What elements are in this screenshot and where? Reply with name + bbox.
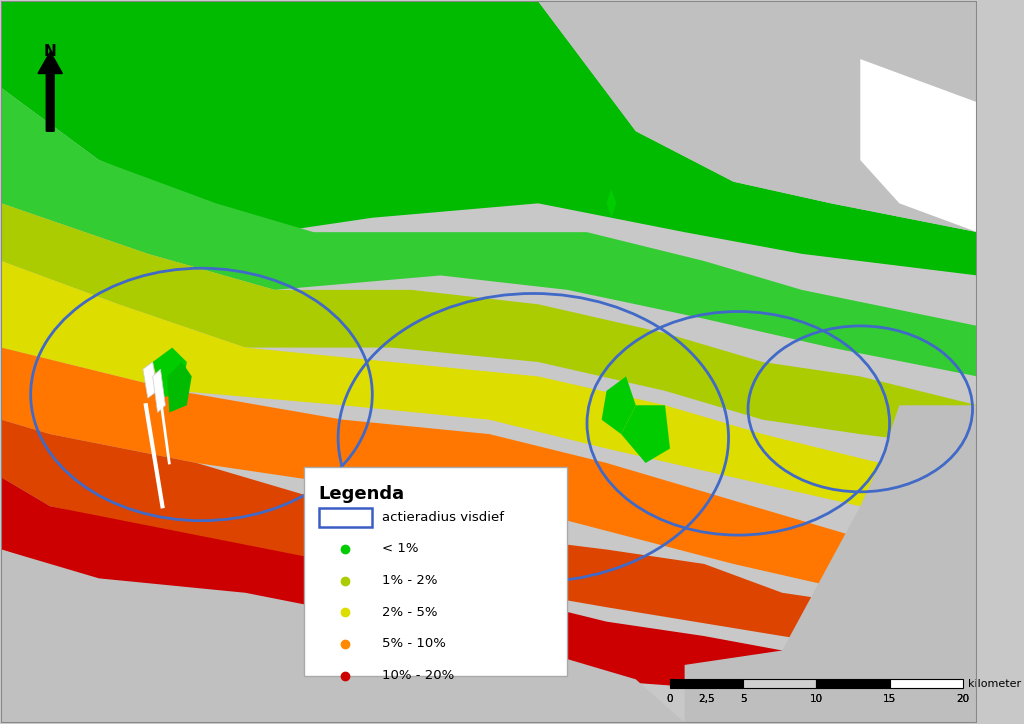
Polygon shape [1,420,978,665]
Polygon shape [539,1,978,232]
Polygon shape [622,405,670,463]
Polygon shape [685,232,978,723]
Bar [890,679,963,688]
Polygon shape [1,261,978,535]
Text: kilometer: kilometer [968,678,1021,689]
Text: 2,5: 2,5 [698,694,715,704]
Text: 10: 10 [810,694,823,704]
Text: 5% - 10%: 5% - 10% [382,638,445,650]
Bar [816,679,890,688]
Polygon shape [1,203,978,449]
Text: 15: 15 [883,694,896,704]
Polygon shape [143,362,158,398]
Polygon shape [602,376,636,434]
Polygon shape [167,362,191,413]
Polygon shape [1,348,978,622]
Text: actieradius visdief: actieradius visdief [382,510,504,523]
Text: 5: 5 [740,694,746,704]
Bar [670,679,743,688]
Bar [318,508,373,527]
Text: 5: 5 [740,694,746,704]
FancyArrow shape [38,52,62,131]
Text: Legenda: Legenda [318,484,404,502]
Text: 2% - 5%: 2% - 5% [382,606,437,619]
Text: 2,5: 2,5 [698,694,715,704]
Text: N: N [44,44,56,59]
Text: 1% - 2%: 1% - 2% [382,574,437,587]
Polygon shape [1,88,978,376]
Text: 10: 10 [810,694,823,704]
Text: 10% - 20%: 10% - 20% [382,669,455,682]
Polygon shape [1,477,782,694]
Polygon shape [606,189,616,218]
Text: 20: 20 [956,694,970,704]
Bar [743,679,816,688]
Polygon shape [1,550,685,723]
Polygon shape [860,59,978,232]
Polygon shape [1,1,978,275]
Text: 0: 0 [667,694,673,704]
Text: 0: 0 [667,694,673,704]
Polygon shape [153,348,186,398]
Text: 20: 20 [956,694,970,704]
Polygon shape [153,369,165,413]
Text: < 1%: < 1% [382,542,419,555]
Text: 15: 15 [883,694,896,704]
FancyBboxPatch shape [304,466,567,675]
